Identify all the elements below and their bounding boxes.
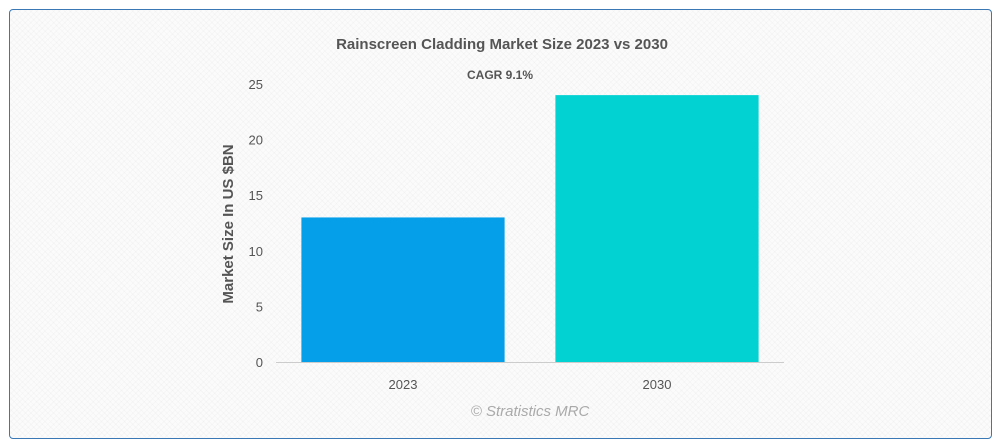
- chart-subtitle: CAGR 9.1%: [467, 68, 533, 82]
- credit-text: © Stratistics MRC: [471, 403, 590, 420]
- bar-2030: [555, 95, 759, 363]
- y-axis-ticks: 0 5 10 15 20 25: [249, 77, 263, 370]
- y-tick-label: 25: [249, 77, 263, 92]
- y-tick-label: 20: [249, 133, 263, 148]
- x-tick-label: 2023: [389, 377, 418, 392]
- y-tick-label: 0: [256, 355, 263, 370]
- x-axis-ticks: 2023 2030: [389, 377, 672, 392]
- bars: [301, 95, 759, 363]
- y-axis-label: Market Size In US $BN: [220, 144, 237, 303]
- y-tick-label: 15: [249, 188, 263, 203]
- y-tick-label: 10: [249, 244, 263, 259]
- bar-2023: [301, 217, 505, 362]
- x-tick-label: 2030: [643, 377, 672, 392]
- y-tick-label: 5: [256, 299, 263, 314]
- chart-title: Rainscreen Cladding Market Size 2023 vs …: [336, 36, 668, 53]
